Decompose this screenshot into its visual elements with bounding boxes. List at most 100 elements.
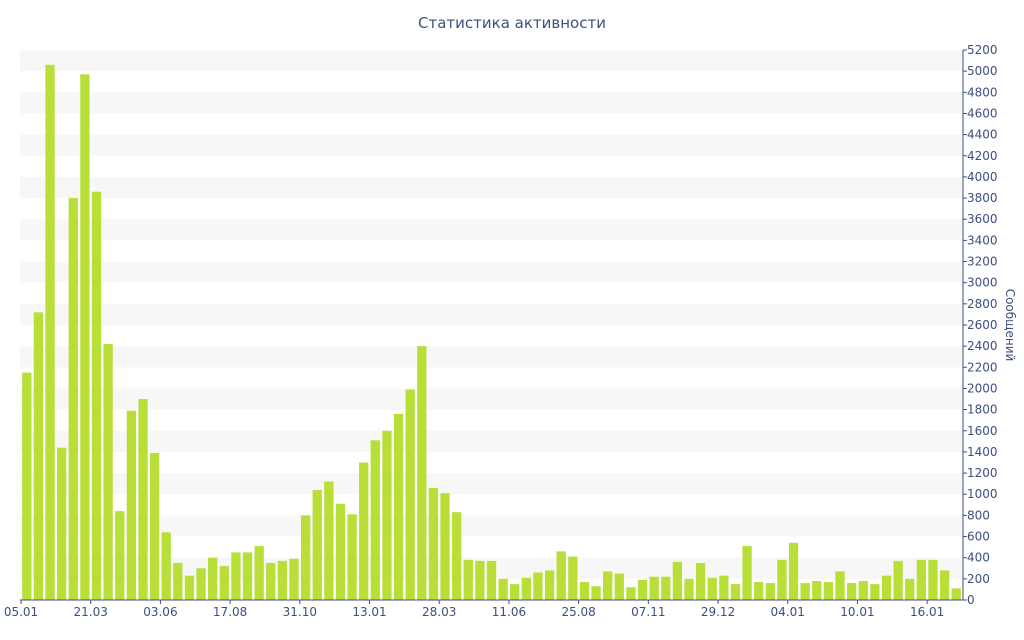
bar: [324, 481, 334, 600]
x-tick-label: 10.01: [840, 605, 874, 619]
grid-band: [20, 92, 963, 114]
bar: [533, 572, 543, 600]
y-tick-label: 1000: [967, 487, 998, 501]
bar: [730, 584, 741, 600]
bar: [614, 573, 624, 600]
y-tick-label: 3600: [967, 212, 998, 226]
grid-band: [20, 473, 963, 495]
x-tick-label: 29.12: [701, 605, 735, 619]
bar: [393, 413, 404, 600]
bar: [521, 577, 531, 600]
bar: [823, 582, 834, 600]
bar: [661, 576, 671, 600]
bar: [695, 562, 706, 600]
chart-title: Статистика активности: [418, 14, 606, 32]
bar: [289, 558, 299, 600]
x-tick-label: 04.01: [771, 605, 805, 619]
bar: [452, 512, 462, 600]
bar: [33, 312, 44, 600]
bar: [184, 575, 195, 600]
bar: [800, 583, 810, 600]
y-tick-label: 5000: [967, 64, 998, 78]
bar: [277, 560, 288, 600]
bar: [405, 389, 415, 600]
bar: [138, 399, 148, 600]
grid-band: [20, 346, 963, 368]
bar: [266, 562, 276, 600]
bar: [544, 570, 555, 600]
bar: [719, 575, 729, 600]
bar: [126, 410, 137, 600]
x-tick-label: 11.06: [492, 605, 526, 619]
bar: [103, 344, 113, 600]
bar: [916, 559, 926, 600]
bar: [498, 578, 508, 600]
bar: [161, 532, 171, 600]
y-tick-label: 400: [967, 551, 990, 565]
bar: [893, 560, 903, 600]
y-tick-label: 3400: [967, 233, 998, 247]
y-tick-label: 2800: [967, 297, 998, 311]
bar: [370, 440, 380, 600]
bar: [603, 571, 613, 600]
grid-bands: [20, 50, 963, 579]
bar: [591, 586, 601, 600]
y-tick-label: 2200: [967, 360, 998, 374]
bar: [881, 575, 892, 600]
y-tick-label: 1800: [967, 403, 998, 417]
y-tick-label: 4200: [967, 149, 998, 163]
bar: [579, 582, 590, 600]
bar: [231, 552, 241, 600]
bar: [765, 583, 775, 600]
y-tick-label: 1200: [967, 466, 998, 480]
bar: [382, 430, 392, 600]
bar: [335, 503, 346, 600]
bar: [57, 447, 67, 600]
bar: [510, 584, 520, 600]
y-tick-label: 2000: [967, 381, 998, 395]
bar: [208, 557, 218, 600]
bar: [742, 546, 752, 600]
y-tick-label: 200: [967, 572, 990, 586]
grid-band: [20, 388, 963, 410]
bar: [754, 582, 764, 600]
bar: [417, 346, 427, 600]
bar: [649, 576, 659, 600]
bar: [951, 588, 961, 600]
bar: [846, 583, 857, 600]
bar: [173, 562, 183, 600]
grid-band: [20, 134, 963, 156]
y-tick-label: 5200: [967, 43, 998, 57]
bar: [939, 570, 950, 600]
grid-band: [20, 176, 963, 199]
bar: [91, 191, 102, 601]
bar: [45, 64, 55, 600]
bar: [440, 493, 450, 600]
bar: [486, 560, 497, 600]
grid-band: [20, 261, 963, 283]
y-tick-label: 3000: [967, 276, 998, 290]
x-tick-label: 16.01: [910, 605, 944, 619]
bar: [428, 487, 439, 600]
grid-band: [20, 303, 963, 325]
y-tick-label: 600: [967, 530, 990, 544]
bar: [556, 551, 566, 600]
bar: [835, 571, 845, 600]
bar: [707, 577, 717, 600]
bar: [115, 511, 125, 600]
bar: [196, 568, 206, 600]
bar: [68, 198, 78, 600]
bar: [637, 579, 648, 600]
bar: [359, 462, 369, 600]
bar: [672, 561, 683, 600]
bar: [684, 578, 694, 600]
x-tick-label: 03.06: [143, 605, 177, 619]
x-tick-label: 05.01: [4, 605, 38, 619]
bar: [22, 372, 32, 600]
bar: [80, 74, 90, 600]
bar: [858, 580, 868, 600]
x-tick-label: 31.10: [283, 605, 317, 619]
bar: [568, 556, 578, 600]
y-tick-label: 4600: [967, 106, 998, 120]
